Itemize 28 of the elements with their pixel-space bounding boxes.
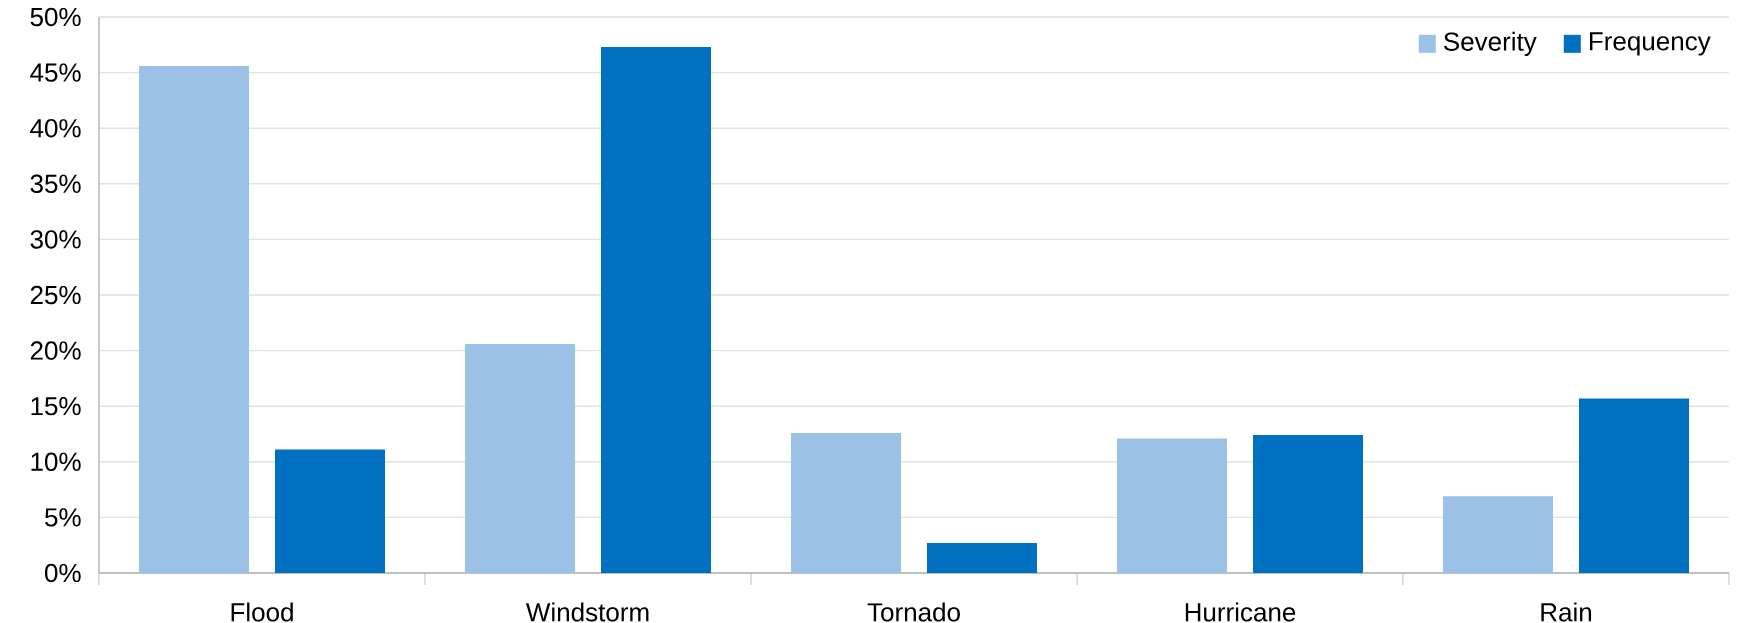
- y-tick-label: 5%: [45, 508, 81, 527]
- y-tick-label: 50%: [30, 7, 81, 27]
- bar: [1579, 398, 1689, 573]
- y-tick-label: 20%: [30, 341, 81, 360]
- bar: [1253, 435, 1363, 573]
- y-tick-label: 45%: [30, 63, 81, 82]
- bar: [139, 65, 249, 573]
- y-tick-label: 0%: [44, 563, 81, 583]
- bar: [601, 47, 711, 573]
- legend-label: Severity: [1443, 31, 1537, 57]
- y-tick-label: 40%: [30, 118, 81, 138]
- y-tick-label: 15%: [31, 397, 81, 416]
- bar: [275, 449, 385, 573]
- y-tick-label: 10%: [31, 452, 81, 472]
- x-tick-label: Windstorm: [525, 602, 649, 622]
- x-tick-label: Rain: [1541, 602, 1592, 622]
- x-tick-label: Hurricane: [1185, 602, 1296, 622]
- x-tick-label: Flood: [231, 602, 293, 622]
- bar: [1442, 496, 1553, 573]
- bar: [1116, 438, 1227, 573]
- legend-label: Frequency: [1589, 32, 1711, 56]
- y-tick-label: 25%: [30, 285, 81, 305]
- y-tick-label: 35%: [30, 174, 81, 194]
- y-tick-label: 30%: [30, 230, 81, 249]
- bar: [465, 343, 575, 573]
- bar: [927, 542, 1037, 573]
- bar: [791, 432, 901, 573]
- x-tick-label: Tornado: [867, 602, 960, 622]
